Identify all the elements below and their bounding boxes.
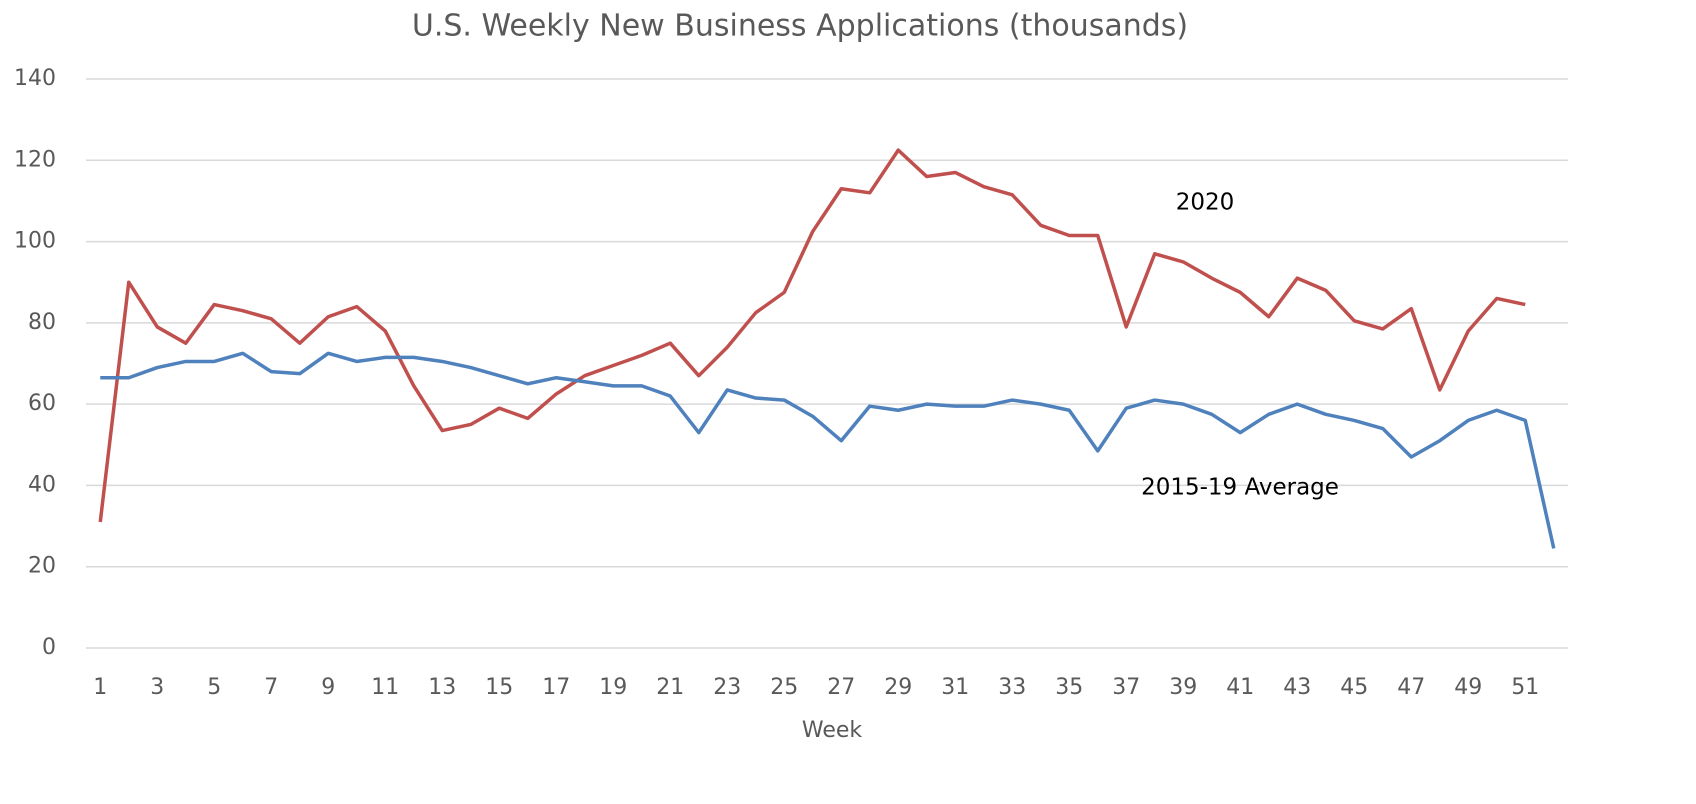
x-tick-label: 7 <box>264 675 278 700</box>
chart-title: U.S. Weekly New Business Applications (t… <box>412 9 1188 44</box>
x-tick-label: 5 <box>207 675 221 700</box>
y-tick-label: 100 <box>14 229 56 254</box>
series-line <box>100 351 1556 549</box>
x-tick-label: 39 <box>1169 675 1197 700</box>
x-tick-label: 37 <box>1112 675 1140 700</box>
x-tick-label: 23 <box>713 675 741 700</box>
x-tick-label: 45 <box>1340 675 1368 700</box>
x-tick-label: 21 <box>656 675 684 700</box>
x-tick-label: 31 <box>941 675 969 700</box>
x-tick-label: 25 <box>770 675 798 700</box>
x-tick-label: 17 <box>542 675 570 700</box>
x-tick-label: 43 <box>1283 675 1311 700</box>
x-tick-label: 15 <box>485 675 513 700</box>
y-tick-label: 140 <box>14 66 56 91</box>
x-tick-label: 11 <box>371 675 399 700</box>
x-tick-label: 1 <box>93 675 107 700</box>
x-tick-label: 29 <box>884 675 912 700</box>
x-tick-label: 3 <box>150 675 164 700</box>
series-label: 2015-19 Average <box>1141 475 1339 501</box>
y-tick-label: 40 <box>28 472 56 497</box>
x-tick-label: 27 <box>827 675 855 700</box>
x-tick-label: 19 <box>599 675 627 700</box>
series-line <box>98 148 1526 523</box>
x-tick-label: 9 <box>321 675 335 700</box>
y-tick-label: 80 <box>28 310 56 335</box>
x-tick-label: 35 <box>1055 675 1083 700</box>
x-axis-label: Week <box>802 718 863 743</box>
x-tick-label: 51 <box>1511 675 1539 700</box>
y-tick-label: 0 <box>42 635 56 660</box>
x-tick-label: 47 <box>1397 675 1425 700</box>
y-tick-label: 120 <box>14 147 56 172</box>
x-tick-label: 41 <box>1226 675 1254 700</box>
x-tick-label: 49 <box>1454 675 1482 700</box>
series-label: 2020 <box>1176 190 1235 216</box>
y-tick-label: 20 <box>28 554 56 579</box>
x-tick-label: 13 <box>428 675 456 700</box>
y-tick-label: 60 <box>28 391 56 416</box>
x-tick-label: 33 <box>998 675 1026 700</box>
